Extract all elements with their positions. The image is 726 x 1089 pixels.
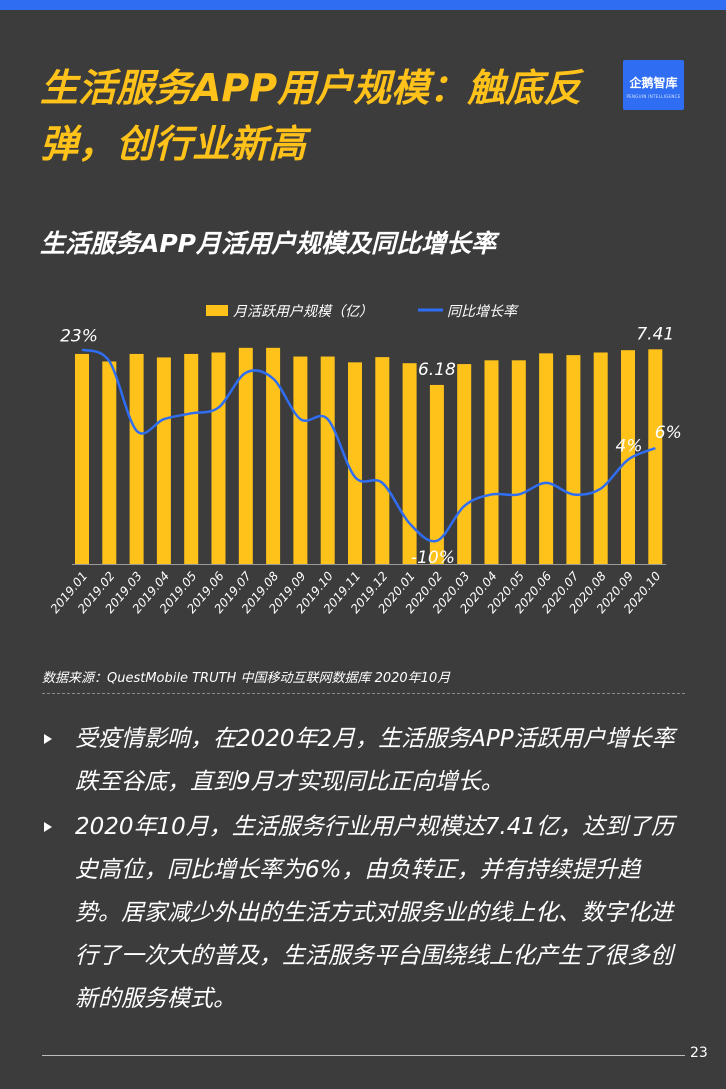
data-label: -10% — [411, 548, 455, 568]
legend-bar-label: 月活跃用户规模（亿） — [233, 304, 373, 320]
bar-2019.02 — [102, 361, 117, 564]
bar-2019.12 — [375, 357, 390, 564]
bar-2019.09 — [293, 356, 308, 564]
bar-2020.07 — [566, 355, 581, 564]
bar-2020.06 — [539, 353, 554, 564]
bullet-text: 2020年10月，生活服务行业用户规模达7.41亿，达到了历史高位，同比增长率为… — [75, 814, 675, 1012]
bullet-text: 受疫情影响，在2020年2月，生活服务APP活跃用户增长率跌至谷底，直到9月才实… — [75, 726, 675, 795]
bar-2020.04 — [484, 360, 499, 564]
brand-logo: 企鹅智库 PENGUIN INTELLIGENCE — [623, 60, 684, 110]
data-label: 6% — [655, 423, 682, 443]
logo-text: 企鹅智库 — [629, 76, 678, 90]
legend-line-label: 同比增长率 — [447, 304, 519, 320]
bar-2019.04 — [156, 357, 171, 564]
bar-2020.10 — [648, 349, 663, 564]
bar-2019.01 — [75, 353, 89, 564]
triangle-bullet-icon — [44, 822, 52, 832]
data-source-note: 数据来源：QuestMobile TRUTH 中国移动互联网数据库 2020年1… — [42, 671, 451, 686]
dashed-divider — [42, 693, 685, 694]
bullet-item: 受疫情影响，在2020年2月，生活服务APP活跃用户增长率跌至谷底，直到9月才实… — [42, 718, 682, 804]
bar-2020.02 — [429, 384, 444, 564]
bullet-item: 2020年10月，生活服务行业用户规模达7.41亿，达到了历史高位，同比增长率为… — [42, 806, 682, 1021]
bar-2019.05 — [184, 353, 199, 564]
chart-title: 生活服务APP月活用户规模及同比增长率 — [40, 229, 496, 258]
bar-2019.11 — [348, 362, 362, 564]
combo-chart: 月活跃用户规模（亿） 同比增长率2019.012019.022019.032019… — [48, 304, 682, 616]
bar-2020.09 — [621, 350, 635, 564]
bar-2019.03 — [129, 353, 144, 564]
triangle-bullet-icon — [44, 734, 52, 744]
data-label: 7.41 — [636, 324, 674, 344]
top-accent-bar — [0, 0, 726, 10]
page-title: 生活服务APP用户规模：触底反弹，创行业新高 — [40, 66, 582, 166]
bar-2020.05 — [511, 360, 526, 564]
bar-2020.01 — [402, 363, 417, 564]
page-number: 23 — [690, 1045, 708, 1061]
growth-rate-line — [81, 348, 656, 543]
bar-2019.07 — [238, 347, 253, 564]
logo-subtext: PENGUIN INTELLIGENCE — [626, 94, 681, 99]
bullet-list: 受疫情影响，在2020年2月，生活服务APP活跃用户增长率跌至谷底，直到9月才实… — [42, 718, 682, 1023]
bar-2019.06 — [211, 352, 226, 564]
data-label: 23% — [60, 327, 98, 347]
bar-2019.08 — [266, 347, 281, 564]
legend-bar-swatch — [206, 305, 228, 316]
bar-2019.10 — [320, 356, 335, 564]
data-label: 6.18 — [418, 360, 456, 380]
bar-2020.03 — [457, 364, 472, 564]
data-label: 4% — [616, 437, 643, 457]
bar-2020.08 — [593, 352, 608, 564]
footer-divider — [42, 1055, 685, 1056]
